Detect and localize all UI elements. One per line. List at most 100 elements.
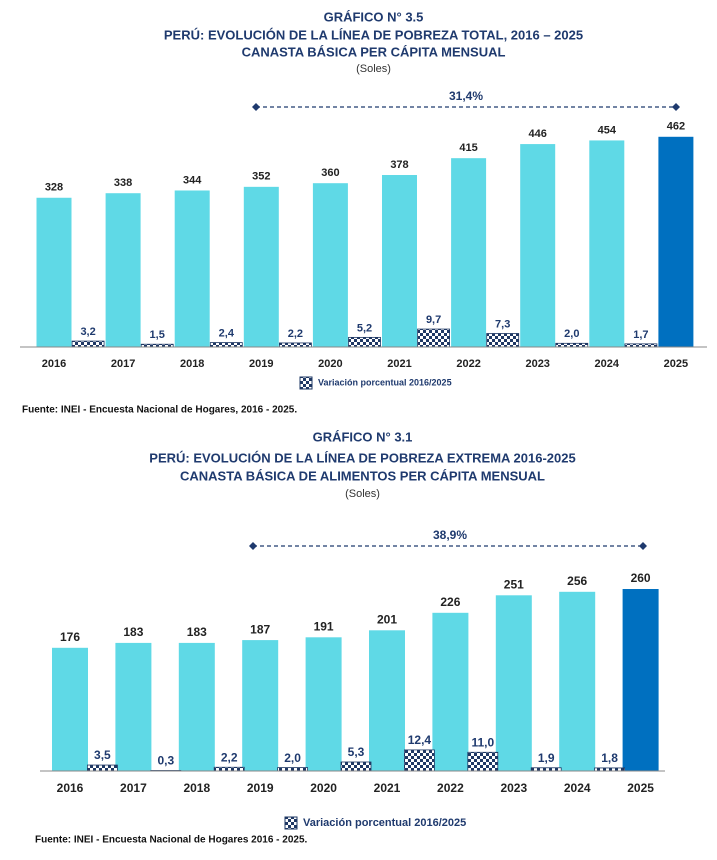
variation-label: 3,5 — [94, 748, 111, 762]
bar-label: 260 — [631, 571, 651, 585]
bar-label: 344 — [183, 174, 202, 186]
x-tick-label: 2021 — [374, 781, 401, 795]
variation-bar — [417, 328, 451, 348]
variation-label: 2,0 — [564, 328, 579, 340]
bar — [382, 175, 417, 347]
bar — [622, 589, 659, 771]
source-note: Fuente: INEI - Encuesta Nacional de Hoga… — [35, 835, 308, 846]
bar-label: 462 — [667, 121, 685, 133]
x-tick-label: 2021 — [387, 358, 411, 370]
variation-bar — [348, 336, 381, 348]
bar — [312, 183, 348, 347]
bar — [369, 630, 405, 771]
bar-label: 183 — [123, 625, 143, 639]
bar-label: 415 — [459, 142, 477, 154]
variation-bar — [340, 761, 372, 772]
x-tick-label: 2017 — [111, 358, 135, 370]
variation-label: 3,2 — [80, 326, 95, 338]
x-tick-label: 2024 — [595, 358, 620, 370]
bar — [432, 612, 469, 771]
annotation-diamond — [639, 542, 647, 550]
variation-bar — [486, 333, 520, 348]
variation-label: 11,0 — [471, 735, 494, 749]
chart-title: GRÁFICO N° 3.1 — [313, 429, 413, 444]
variation-label: 1,7 — [633, 329, 648, 341]
variation-label: 2,4 — [219, 327, 235, 339]
bar — [305, 637, 342, 771]
variation-bar — [213, 766, 245, 772]
bar-label: 352 — [252, 171, 270, 183]
variation-bar — [403, 749, 435, 772]
variation-label: 1,5 — [150, 329, 165, 341]
bar — [451, 158, 487, 347]
chart-subtitle: PERÚ: EVOLUCIÓN DE LA LÍNEA DE POBREZA T… — [164, 27, 583, 42]
bar — [36, 197, 72, 347]
annotation-label: 31,4% — [449, 89, 483, 103]
bar-label: 187 — [250, 622, 270, 636]
bar-label: 176 — [60, 630, 80, 644]
variation-bar — [467, 751, 499, 772]
bar — [178, 642, 215, 771]
x-tick-label: 2018 — [183, 781, 210, 795]
bar — [243, 186, 279, 347]
chart-subtitle: CANASTA BÁSICA DE ALIMENTOS PER CÁPITA M… — [180, 468, 545, 483]
bar-label: 226 — [440, 595, 460, 609]
variation-label: 2,2 — [221, 750, 238, 764]
variation-label: 5,3 — [348, 745, 365, 759]
bar-label: 183 — [187, 625, 207, 639]
legend-swatch — [284, 816, 298, 830]
x-tick-label: 2022 — [456, 358, 480, 370]
variation-label: 2,2 — [288, 328, 303, 340]
x-tick-label: 2020 — [318, 358, 342, 370]
variation-bar — [71, 340, 105, 348]
variation-label: 12,4 — [408, 733, 432, 747]
bar — [174, 190, 210, 347]
variation-bar — [278, 342, 312, 348]
x-tick-label: 2017 — [120, 781, 147, 795]
bar — [495, 595, 532, 771]
x-tick-label: 2022 — [437, 781, 464, 795]
bar — [242, 640, 279, 771]
bar — [105, 193, 141, 347]
x-tick-label: 2023 — [500, 781, 527, 795]
x-tick-label: 2020 — [310, 781, 337, 795]
variation-label: 1,8 — [601, 751, 618, 765]
x-tick-label: 2016 — [42, 358, 66, 370]
bar-label: 360 — [321, 167, 339, 179]
annotation-label: 38,9% — [433, 528, 467, 542]
bar — [115, 642, 152, 771]
bar-label: 378 — [390, 159, 408, 171]
annotation-diamond — [672, 103, 680, 111]
x-tick-label: 2024 — [564, 781, 591, 795]
bar-label: 454 — [598, 124, 617, 136]
bar-label: 328 — [45, 182, 63, 194]
bar — [559, 591, 596, 771]
bar-label: 256 — [567, 574, 587, 588]
bar — [589, 140, 625, 347]
bar — [658, 136, 694, 347]
legend-label: Variación porcentual 2016/2025 — [318, 377, 452, 387]
bar-label: 338 — [114, 177, 132, 189]
chart-subtitle: PERÚ: EVOLUCIÓN DE LA LÍNEA DE POBREZA E… — [149, 450, 575, 465]
annotation-diamond — [252, 103, 260, 111]
x-tick-label: 2023 — [525, 358, 549, 370]
source-note: Fuente: INEI - Encuesta Nacional de Hoga… — [22, 405, 297, 416]
variation-label: 0,3 — [157, 754, 174, 768]
x-tick-label: 2016 — [57, 781, 84, 795]
legend-swatch — [299, 376, 313, 390]
variation-bar — [277, 767, 309, 772]
annotation-diamond — [249, 542, 257, 550]
x-tick-label: 2019 — [247, 781, 274, 795]
x-tick-label: 2025 — [664, 358, 688, 370]
bar — [520, 144, 556, 347]
variation-label: 9,7 — [426, 314, 441, 326]
bar-label: 446 — [529, 128, 547, 140]
variation-bar — [87, 764, 118, 772]
variation-label: 2,0 — [284, 751, 301, 765]
unit-label: (Soles) — [356, 63, 391, 75]
variation-bar — [555, 342, 589, 348]
chart-title: GRÁFICO N° 3.5 — [324, 9, 424, 24]
unit-label: (Soles) — [345, 488, 380, 500]
variation-label: 5,2 — [357, 322, 372, 334]
